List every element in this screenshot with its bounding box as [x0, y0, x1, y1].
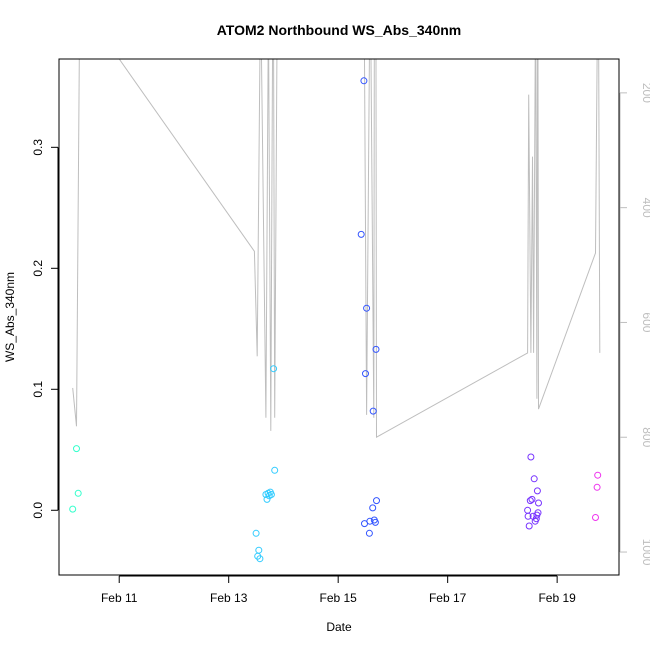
data-point [271, 466, 279, 474]
data-point [526, 497, 534, 505]
plot-frame [58, 58, 620, 576]
y-axis: 0.0 0.1 0.2 0.3 [31, 139, 59, 519]
data-point [69, 505, 77, 513]
data-point [267, 491, 275, 498]
x-tick-label: Feb 13 [210, 591, 248, 605]
data-point [594, 471, 602, 479]
x-tick-label: Feb 15 [319, 591, 357, 605]
points-layer [69, 77, 602, 563]
plot-area [69, 59, 602, 563]
data-point [528, 495, 536, 503]
x-axis: Feb 11 Feb 13 Feb 15 Feb 17 Feb 19 [101, 575, 576, 605]
data-point [369, 407, 377, 415]
y2-tick-label: 600 [640, 312, 650, 332]
data-point [524, 506, 532, 514]
data-point [525, 522, 533, 530]
y-tick-label: 0.2 [31, 260, 45, 277]
data-point [365, 529, 373, 537]
x-tick-label: Feb 19 [538, 591, 576, 605]
y-tick-label: 0.0 [31, 502, 45, 519]
data-point [256, 555, 264, 563]
data-point [369, 504, 377, 512]
data-point [534, 509, 542, 517]
y2-tick-label: 400 [640, 198, 650, 218]
data-point [360, 77, 368, 85]
x-axis-label: Date [326, 620, 352, 634]
x-tick-label: Feb 17 [429, 591, 467, 605]
y2-tick-label: 800 [640, 427, 650, 447]
data-point [533, 487, 541, 495]
data-point [74, 489, 82, 497]
data-point [535, 499, 542, 507]
y-axis-label: WS_Abs_340nm [3, 272, 17, 362]
data-point [593, 483, 601, 491]
data-point [255, 546, 263, 554]
data-point [362, 370, 369, 378]
data-point [252, 529, 260, 537]
data-point [527, 453, 535, 461]
data-point [524, 512, 532, 520]
data-point [530, 475, 538, 483]
y-tick-label: 0.1 [31, 381, 45, 398]
data-point [592, 514, 599, 521]
data-point [357, 230, 365, 238]
data-point [373, 497, 380, 505]
data-point [371, 518, 379, 526]
x-tick-label: Feb 11 [101, 591, 138, 605]
secondary-line-layer [72, 59, 601, 439]
y2-tick-label: 1000 [640, 539, 650, 566]
data-point [270, 365, 278, 373]
y2-axis: 200 400 600 800 1000 [619, 83, 650, 566]
y2-tick-label: 200 [640, 83, 650, 103]
y-tick-label: 0.3 [31, 139, 45, 156]
data-point [363, 304, 371, 312]
secondary-series-line [72, 59, 601, 439]
data-point [372, 345, 380, 353]
chart-title: ATOM2 Northbound WS_Abs_340nm [217, 22, 462, 38]
data-point [73, 445, 80, 453]
